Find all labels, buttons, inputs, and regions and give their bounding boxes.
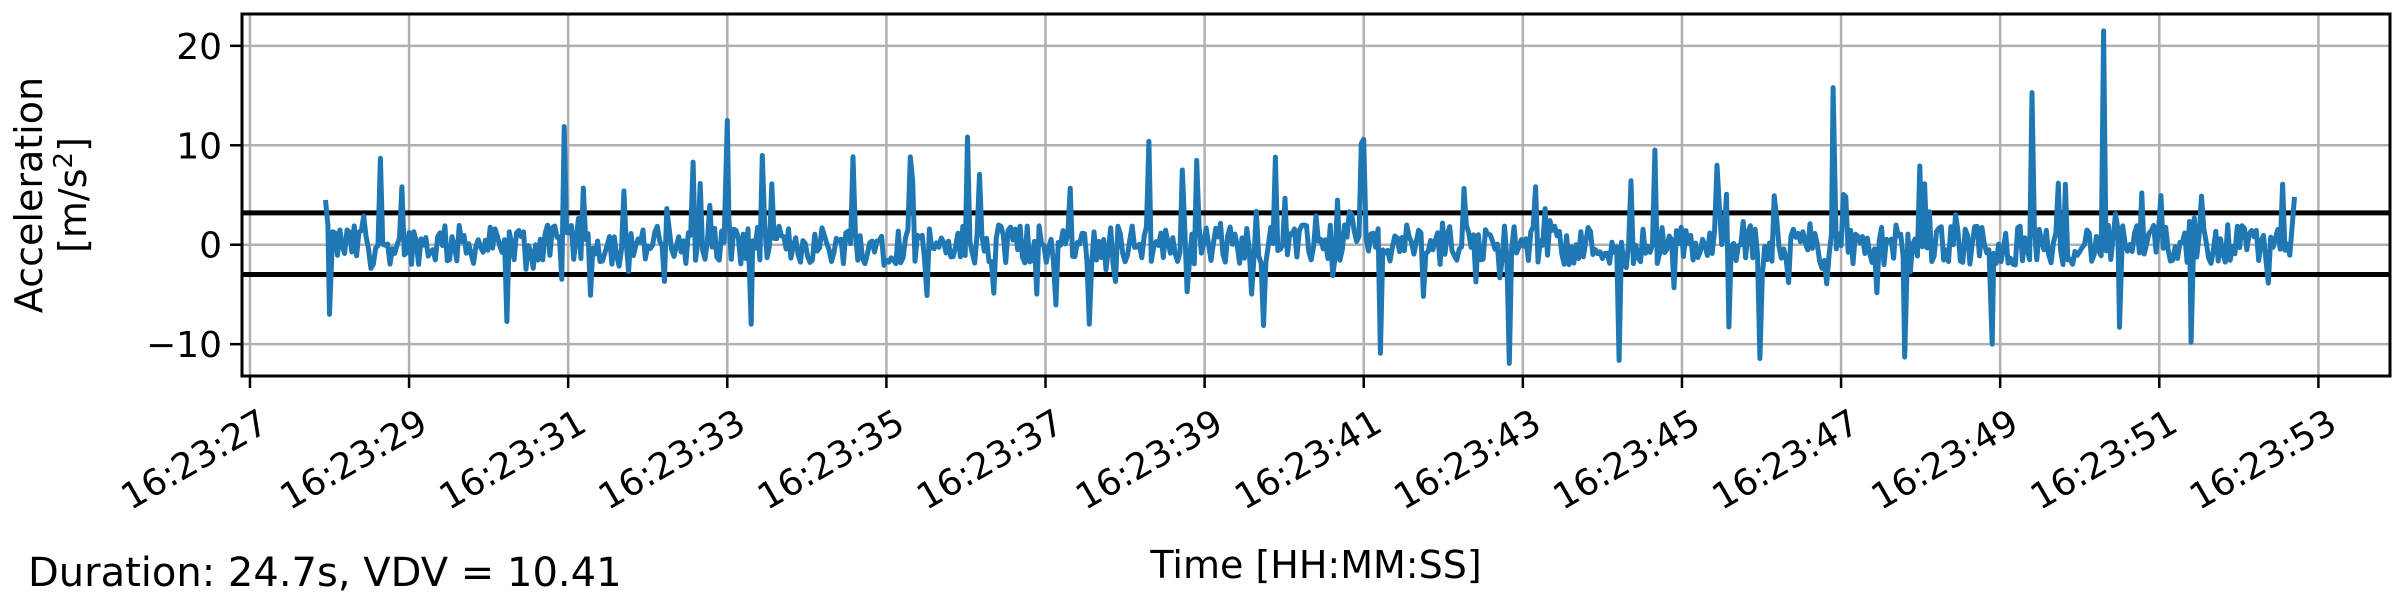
x-tick-label: 16:23:45 <box>1547 402 1708 518</box>
x-tick-label: 16:23:31 <box>433 402 594 518</box>
y-tick-label: 0 <box>199 226 222 267</box>
y-axis-label-line2: [m/s2] <box>49 137 95 253</box>
duration-vdv-summary: Duration: 24.7s, VDV = 10.41 <box>28 550 622 596</box>
x-tick-label: 16:23:27 <box>115 402 276 518</box>
x-tick-label: 16:23:29 <box>274 402 435 518</box>
x-tick-label: 16:23:37 <box>910 402 1071 518</box>
y-tick-label: 20 <box>176 27 222 68</box>
y-axis-label-line1: Acceleration <box>7 77 51 313</box>
x-tick-label: 16:23:53 <box>2183 402 2344 518</box>
y-tick-label: 10 <box>176 126 222 167</box>
x-tick-label: 16:23:35 <box>751 402 912 518</box>
x-tick-layer: 16:23:2716:23:2916:23:3116:23:3316:23:35… <box>115 376 2344 518</box>
plot-frame <box>240 12 2392 378</box>
y-axis-label: Acceleration [m/s2] <box>7 77 95 313</box>
y-tick-layer: 20 10 0 −10 <box>146 27 242 366</box>
x-tick-label: 16:23:47 <box>1706 402 1867 518</box>
y-tick-label: −10 <box>146 325 222 366</box>
x-tick-label: 16:23:33 <box>592 402 753 518</box>
x-tick-label: 16:23:41 <box>1228 402 1389 518</box>
x-tick-label: 16:23:51 <box>2024 402 2185 518</box>
x-tick-label: 16:23:39 <box>1069 402 1230 518</box>
x-axis-label: Time [HH:MM:SS] <box>1149 543 1481 587</box>
series-layer <box>323 28 2297 366</box>
acceleration-series-line <box>323 28 2297 366</box>
x-tick-label: 16:23:49 <box>1865 402 2026 518</box>
x-tick-label: 16:23:43 <box>1387 402 1548 518</box>
